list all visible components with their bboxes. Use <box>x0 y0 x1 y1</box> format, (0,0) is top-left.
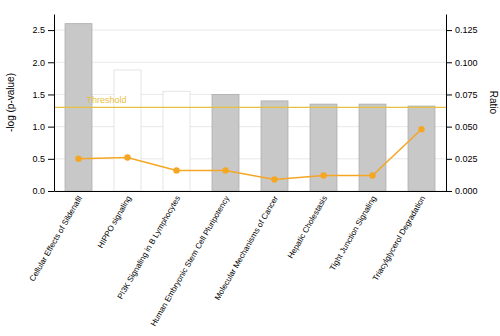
tick: 0.125 <box>446 25 478 35</box>
tick: 0.5 <box>32 154 54 164</box>
annotations: Threshold <box>87 95 127 105</box>
tick: Hepatic Cholestasis <box>286 194 329 260</box>
bar <box>163 91 190 191</box>
marks <box>54 24 446 191</box>
tick: Cellular Effects of Sildenafil <box>28 194 85 283</box>
tick-label: 0.050 <box>455 122 478 132</box>
tick: 0.100 <box>446 58 478 68</box>
tick-label: Tight Junction Signaling <box>328 194 378 272</box>
tick-label: 0.0 <box>32 186 45 196</box>
marker <box>124 154 130 160</box>
threshold-label: Threshold <box>87 95 127 105</box>
tick: 0.0 <box>32 186 54 196</box>
axis-y2ticks: 0.000 0.025 0.050 0.075 0.100 0.125 <box>446 15 478 197</box>
plot: Threshold0.00.51.01.52.02.50.0000.0250.0… <box>28 15 478 328</box>
tick: 2.0 <box>32 58 54 68</box>
tick: 0.075 <box>446 90 478 100</box>
tick: 2.5 <box>32 25 54 35</box>
tick-label: Hepatic Cholestasis <box>286 194 329 260</box>
tick-mark <box>446 30 452 31</box>
line-series <box>75 126 424 183</box>
tick: 0.025 <box>446 154 478 164</box>
tick-label: 0.075 <box>455 90 478 100</box>
axis-line <box>446 15 447 192</box>
bar <box>408 106 435 191</box>
grid-line <box>54 191 446 192</box>
tick-label: 0.025 <box>455 154 478 164</box>
tick: Human Embryonic Stem Cell Pluripotency <box>149 194 231 327</box>
tick-label: Triacylglycerol Degradation <box>371 194 427 282</box>
axis-x: Cellular Effects of Sildenafil HIPPO sign… <box>28 192 447 328</box>
tick: 1.5 <box>32 90 54 100</box>
marker <box>271 176 277 182</box>
bar <box>212 94 239 191</box>
threshold-line <box>54 107 446 108</box>
marker <box>418 126 424 132</box>
axis-yticks: 0.0 0.5 1.0 1.5 2.0 2.5 <box>32 15 54 197</box>
axis-line <box>54 15 55 192</box>
bar <box>114 70 141 191</box>
tick: 0.050 <box>446 122 478 132</box>
tick-label: 2.5 <box>32 25 45 35</box>
tick-label: 0.100 <box>455 58 478 68</box>
bar <box>359 104 386 191</box>
tick-label: HIPPO signaling <box>96 194 133 249</box>
tick: 0.000 <box>446 186 478 196</box>
grid <box>54 30 446 191</box>
marker <box>173 167 179 173</box>
tick: 1.0 <box>32 122 54 132</box>
tick-mark <box>446 62 452 63</box>
tick-label: 1.0 <box>32 122 45 132</box>
tick-label: Molecular Mechanisms of Cancer <box>213 194 280 302</box>
axis-title: -log (p-value) <box>5 73 16 132</box>
marker <box>320 172 326 178</box>
tick: Molecular Mechanisms of Cancer <box>213 194 280 302</box>
tick-label: 2.0 <box>32 58 45 68</box>
tick-mark <box>48 94 54 95</box>
grid-line <box>54 126 446 127</box>
axis-title: Ratio <box>488 91 499 115</box>
tick-mark <box>446 127 452 128</box>
tick: Tight Junction Signaling <box>328 194 378 272</box>
axis-line <box>55 191 447 192</box>
line <box>79 129 422 179</box>
tick-label: Cellular Effects of Sildenafil <box>28 194 85 283</box>
tick-mark <box>446 94 452 95</box>
tick-mark <box>446 159 452 160</box>
tick: HIPPO signaling <box>96 194 133 249</box>
tick-label: Human Embryonic Stem Cell Pluripotency <box>149 194 231 327</box>
tick-mark <box>48 127 54 128</box>
tick-mark <box>48 191 54 192</box>
tick-label: 1.5 <box>32 90 45 100</box>
tick-mark <box>48 159 54 160</box>
tick: Triacylglycerol Degradation <box>371 194 427 282</box>
grid-line <box>54 62 446 63</box>
bar <box>310 104 337 191</box>
tick-mark <box>48 30 54 31</box>
tick-mark <box>446 191 452 192</box>
tick-label: 0.125 <box>455 25 478 35</box>
tick-mark <box>48 62 54 63</box>
chart: Threshold0.00.51.01.52.02.50.0000.0250.0… <box>0 0 500 336</box>
tick-label: 0.000 <box>455 186 478 196</box>
marker <box>222 167 228 173</box>
marker <box>75 156 81 162</box>
marker <box>369 172 375 178</box>
tick-label: 0.5 <box>32 154 45 164</box>
grid-line <box>54 30 446 31</box>
